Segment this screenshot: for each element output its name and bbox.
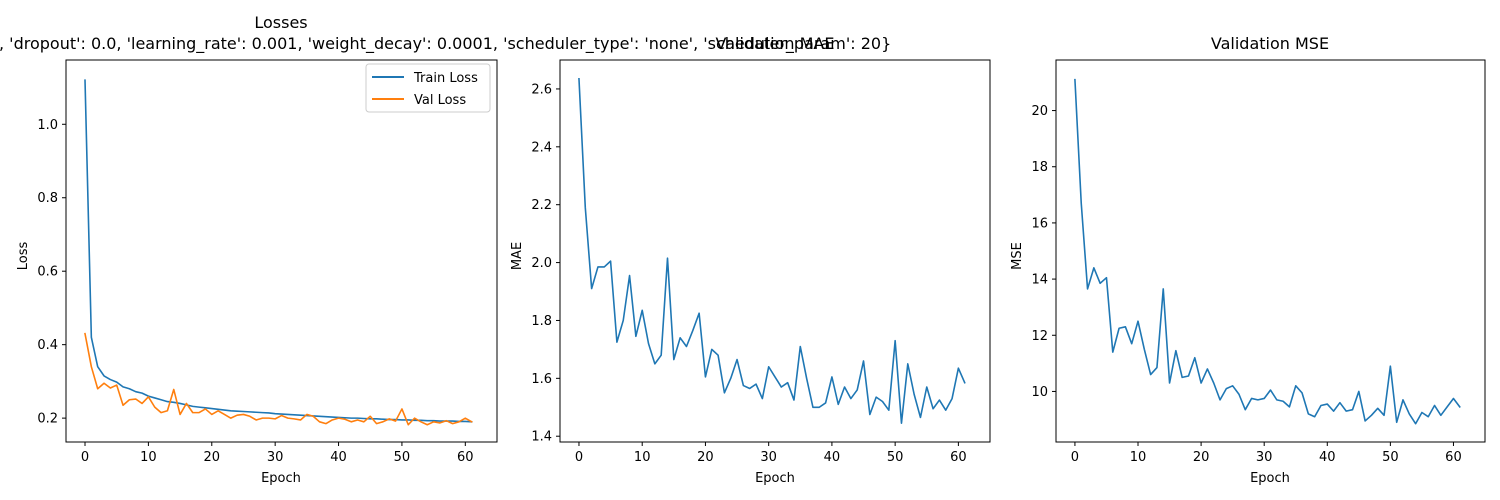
mse-ytick-label: 16 (1031, 216, 1048, 231)
mae-axes-frame (559, 59, 991, 443)
mse-xtick-label: 10 (1130, 450, 1147, 465)
losses-xtick-label: 20 (204, 450, 221, 465)
chart-mae-ylabel: MAE (510, 242, 525, 270)
mae-ytick-label: 2.4 (531, 140, 552, 155)
mse-series-line-0 (1074, 78, 1461, 425)
chart-losses-title: Losses (254, 13, 307, 32)
mse-axes-frame (1055, 59, 1486, 443)
legend-val-label: Val Loss (414, 93, 466, 108)
mae-ytick-label: 2.2 (531, 198, 552, 213)
mae-xtick-label: 40 (824, 450, 841, 465)
chart-mae-xlabel: Epoch (755, 471, 795, 486)
mae-series-line-0 (578, 77, 966, 424)
losses-legend: Train Loss Val Loss (365, 63, 491, 113)
mae-xtick-label: 10 (634, 450, 651, 465)
losses-xtick-label: 30 (267, 450, 284, 465)
chart-losses-xlabel: Epoch (261, 471, 301, 486)
chart-mse-xlabel: Epoch (1250, 471, 1290, 486)
losses-ytick-label: 0.4 (37, 338, 58, 353)
mse-ytick-label: 12 (1031, 329, 1048, 344)
mse-ytick-label: 10 (1031, 385, 1048, 400)
mse-plot-area: 0 10 20 30 40 50 60 10 12 14 16 18 20 (1031, 59, 1486, 465)
chart-mse: Validation MSE 0 10 20 30 40 50 60 10 12 14 16 18 20… (1010, 34, 1486, 486)
mae-xtick-label: 50 (887, 450, 904, 465)
mae-ytick-label: 2.0 (531, 256, 552, 271)
mse-xtick-label: 40 (1319, 450, 1336, 465)
losses-xtick-label: 50 (394, 450, 411, 465)
chart-losses: Losses 0 10 20 30 40 50 60 0.2 0.4 0.6 0.8 1.0 Epoc… (16, 13, 498, 486)
losses-ytick-label: 0.8 (37, 191, 58, 206)
mae-ytick-label: 2.6 (531, 82, 552, 97)
losses-ytick-label: 0.2 (37, 412, 58, 427)
losses-xtick-label: 0 (81, 450, 89, 465)
mae-ytick-label: 1.6 (531, 372, 552, 387)
legend-train-label: Train Loss (413, 71, 478, 86)
mae-plot-area: 0 10 20 30 40 50 60 1.4 1.6 1.8 2.0 2.2 2.4 2.6 (531, 59, 991, 465)
figure-suptitle: , 'dropout': 0.0, 'learning_rate': 0.001… (0, 34, 891, 54)
mse-xtick-label: 30 (1256, 450, 1273, 465)
losses-xtick-label: 40 (330, 450, 347, 465)
chart-mae-title: Validation MAE (716, 34, 835, 53)
chart-mae: Validation MAE 0 10 20 30 40 50 60 1.4 1.6 1.8 2.0… (510, 34, 991, 486)
mae-xtick-label: 0 (575, 450, 583, 465)
mse-ytick-label: 20 (1031, 104, 1048, 119)
mse-xtick-label: 50 (1382, 450, 1399, 465)
mse-ytick-label: 14 (1031, 273, 1048, 288)
mae-ytick-label: 1.4 (531, 430, 552, 445)
losses-axes-frame (65, 59, 498, 443)
mse-xtick-label: 0 (1071, 450, 1079, 465)
mae-ytick-label: 1.8 (531, 314, 552, 329)
mae-xtick-label: 20 (697, 450, 714, 465)
losses-plot-area: 0 10 20 30 40 50 60 0.2 0.4 0.6 0.8 1.0 (37, 59, 498, 465)
losses-ytick-label: 0.6 (37, 265, 58, 280)
mse-xtick-label: 20 (1193, 450, 1210, 465)
mae-xtick-label: 30 (760, 450, 777, 465)
mse-ytick-label: 18 (1031, 160, 1048, 175)
chart-losses-ylabel: Loss (16, 242, 31, 271)
mse-xtick-label: 60 (1445, 450, 1462, 465)
chart-mse-title: Validation MSE (1211, 34, 1329, 53)
losses-ytick-label: 1.0 (37, 118, 58, 133)
mae-xtick-label: 60 (950, 450, 967, 465)
losses-xtick-label: 60 (457, 450, 474, 465)
losses-series-val-loss (84, 332, 473, 426)
chart-mse-ylabel: MSE (1010, 242, 1025, 270)
losses-xtick-label: 10 (140, 450, 157, 465)
